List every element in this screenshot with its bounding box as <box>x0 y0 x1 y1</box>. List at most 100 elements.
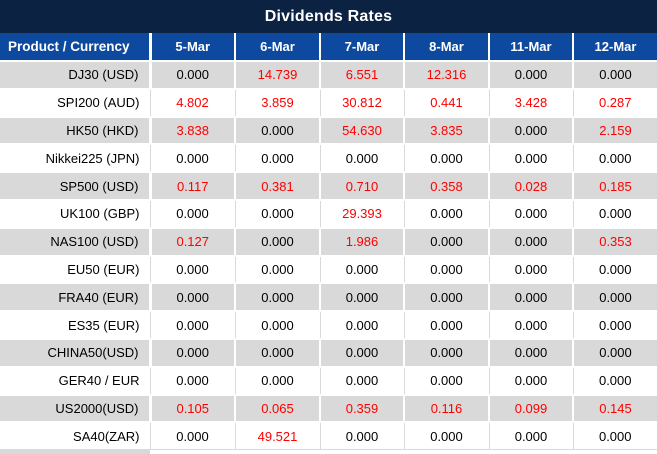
product-cell: SA40(ZAR) <box>73 428 140 444</box>
table-row: FRA40 (EUR) 0.000 0.000 0.000 0.000 0.000 0.00… <box>0 282 657 313</box>
product-cell: SPI200 (AUD) <box>57 95 140 111</box>
value-cell: 0.358 <box>403 171 489 201</box>
product-cell: EU50 (EUR) <box>67 261 140 277</box>
value-cell: 0.000 <box>488 337 573 368</box>
page-title: Dividends Rates <box>0 0 657 33</box>
value-cell: 0.000 <box>234 255 320 284</box>
table-row: ES35 (EUR) 0.000 0.000 0.000 0.000 0.000 0.000 <box>0 311 657 339</box>
value-cell: 0.000 <box>234 144 320 173</box>
product-cell: ES35 (EUR) <box>67 317 140 333</box>
value-cell: 0.000 <box>234 311 320 339</box>
value-cell: 0.000 <box>488 115 573 146</box>
table-row: SPI200 (AUD) 4.802 3.859 30.812 0.441 3.428 0.… <box>0 88 657 117</box>
value-cell: 0.000 <box>149 255 235 284</box>
value-cell: 0.000 <box>234 282 320 313</box>
value-cell: 0.000 <box>488 226 573 257</box>
value-cell: 0.000 <box>572 144 657 173</box>
product-cell: CHINA50(USD) <box>0 337 150 368</box>
value-cell: 0.287 <box>572 88 657 117</box>
value-cell: 0.000 <box>148 282 235 313</box>
value-cell: 3.859 <box>234 88 320 117</box>
product-cell: SP500 (USD) <box>0 171 150 201</box>
value-cell: 14.739 <box>234 60 320 90</box>
value-cell: 0.000 <box>488 60 573 90</box>
value-cell: 0.000 <box>572 337 657 368</box>
value-cell: 0.127 <box>148 226 235 257</box>
value-cell: 0.000 <box>234 226 320 257</box>
product-cell: Nikkei225 (JPN) <box>45 150 140 166</box>
date-header: 5-Mar <box>148 33 235 61</box>
value-cell: 0.000 <box>488 255 573 284</box>
value-cell: 0.065 <box>234 393 320 424</box>
value-cell: 0.000 <box>488 144 573 173</box>
value-cell: 0.000 <box>319 311 404 339</box>
partial-product-cell <box>0 449 150 454</box>
product-cell: NAS100 (USD) <box>0 226 150 257</box>
value-cell: 3.428 <box>488 88 573 117</box>
table-row: CHINA50(USD) 0.000 0.000 0.000 0.000 0.000 0.0… <box>0 337 657 368</box>
value-cell: 0.099 <box>488 393 573 424</box>
value-cell: 4.802 <box>149 88 235 117</box>
product-currency-header: Product / Currency <box>0 33 150 61</box>
value-cell: 0.000 <box>319 422 404 450</box>
table-row: HK50 (HKD) 3.838 0.000 54.630 3.835 0.000 2.15… <box>0 115 657 146</box>
value-cell: 0.000 <box>148 60 235 90</box>
value-cell: 0.000 <box>403 366 489 395</box>
dividends-rates-table: Product / Currency 5-Mar 6-Mar 7-Mar 8-Mar 11… <box>0 33 657 450</box>
value-cell: 0.116 <box>403 393 489 424</box>
value-cell: 0.000 <box>148 337 235 368</box>
value-cell: 0.000 <box>572 282 657 313</box>
value-cell: 0.000 <box>149 366 235 395</box>
value-cell: 0.359 <box>319 393 404 424</box>
table-row: SA40(ZAR) 0.000 49.521 0.000 0.000 0.000 0.000 <box>0 422 657 450</box>
date-header: 7-Mar <box>319 33 404 61</box>
value-cell: 0.000 <box>488 422 573 450</box>
product-cell: DJ30 (USD) <box>0 60 150 90</box>
product-cell: FRA40 (EUR) <box>0 282 150 313</box>
value-cell: 0.105 <box>148 393 235 424</box>
date-header: 6-Mar <box>234 33 320 61</box>
value-cell: 0.000 <box>234 366 320 395</box>
table-row: DJ30 (USD) 0.000 14.739 6.551 12.316 0.000 0.0… <box>0 60 657 90</box>
value-cell: 0.000 <box>319 282 404 313</box>
value-cell: 0.000 <box>572 255 657 284</box>
table-row: GER40 / EUR 0.000 0.000 0.000 0.000 0.000 0.00… <box>0 366 657 395</box>
table-row: EU50 (EUR) 0.000 0.000 0.000 0.000 0.000 0.000 <box>0 255 657 284</box>
value-cell: 3.835 <box>403 115 489 146</box>
value-cell: 12.316 <box>403 60 489 90</box>
value-cell: 1.986 <box>319 226 404 257</box>
table-header: Product / Currency 5-Mar 6-Mar 7-Mar 8-Mar 11… <box>0 33 657 61</box>
date-header: 11-Mar <box>488 33 573 61</box>
value-cell: 0.000 <box>149 199 235 228</box>
value-cell: 30.812 <box>319 88 404 117</box>
value-cell: 0.000 <box>572 199 657 228</box>
value-cell: 0.000 <box>572 422 657 450</box>
value-cell: 0.000 <box>488 311 573 339</box>
value-cell: 0.000 <box>403 311 489 339</box>
value-cell: 0.000 <box>234 115 320 146</box>
table-row: SP500 (USD) 0.117 0.381 0.710 0.358 0.028 0.18… <box>0 171 657 201</box>
value-cell: 0.381 <box>234 171 320 201</box>
value-cell: 3.838 <box>148 115 235 146</box>
value-cell: 0.185 <box>572 171 657 201</box>
rates-table-body: DJ30 (USD) 0.000 14.739 6.551 12.316 0.000 0.0… <box>0 60 657 450</box>
value-cell: 0.710 <box>319 171 404 201</box>
value-cell: 0.000 <box>572 311 657 339</box>
value-cell: 2.159 <box>572 115 657 146</box>
table-row: US2000(USD) 0.105 0.065 0.359 0.116 0.099 0.14… <box>0 393 657 424</box>
value-cell: 6.551 <box>319 60 404 90</box>
partial-next-row <box>0 449 657 454</box>
value-cell: 0.000 <box>149 422 235 450</box>
table-row: UK100 (GBP) 0.000 0.000 29.393 0.000 0.000 0.0… <box>0 199 657 228</box>
value-cell: 0.000 <box>403 255 489 284</box>
value-cell: 0.000 <box>572 60 657 90</box>
value-cell: 0.000 <box>403 282 489 313</box>
value-cell: 0.000 <box>403 199 489 228</box>
value-cell: 0.000 <box>403 226 489 257</box>
product-cell: US2000(USD) <box>0 393 150 424</box>
value-cell: 0.000 <box>488 282 573 313</box>
value-cell: 0.000 <box>488 199 573 228</box>
value-cell: 0.000 <box>149 144 235 173</box>
partial-value-cells <box>150 449 657 454</box>
value-cell: 0.028 <box>488 171 573 201</box>
